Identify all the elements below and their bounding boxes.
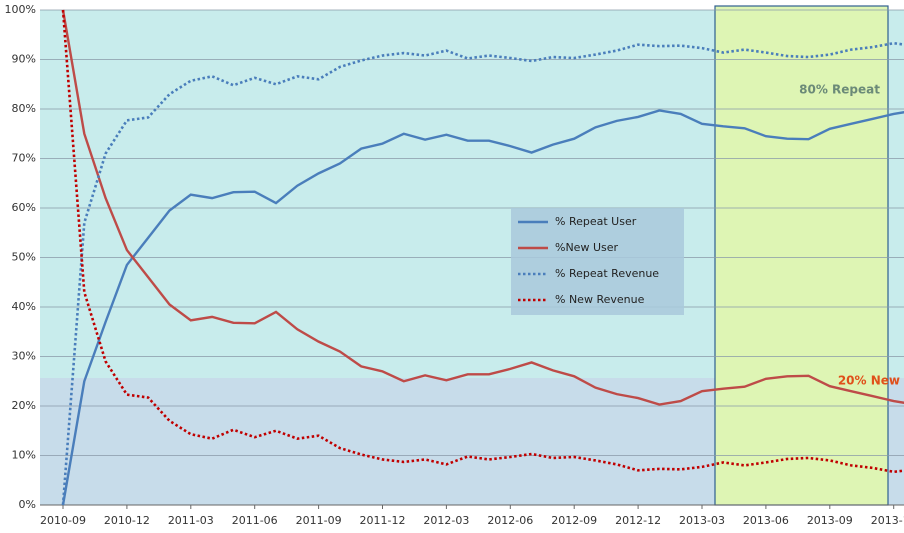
legend-label: %New User <box>555 241 618 254</box>
legend-label: % Repeat User <box>555 215 637 228</box>
x-tick-label: 2011-09 <box>296 514 342 527</box>
series-line <box>61 9 904 474</box>
annotation: 80% Repeat <box>799 83 880 97</box>
x-tick-label: 2010-12 <box>104 514 150 527</box>
y-tick-label: 10% <box>12 449 36 462</box>
y-tick-label: 20% <box>12 399 36 412</box>
x-tick-label: 2013-12 <box>871 514 904 527</box>
highlight-region <box>714 5 889 506</box>
y-tick-label: 40% <box>12 300 36 313</box>
y-tick-label: 0% <box>19 498 36 511</box>
legend-box <box>511 208 684 315</box>
y-tick-label: 50% <box>12 251 36 264</box>
series-line <box>61 9 904 406</box>
y-tick-label: 80% <box>12 102 36 115</box>
x-tick-label: 2011-03 <box>168 514 214 527</box>
annotation: 20% New <box>838 374 900 388</box>
series-line <box>61 41 904 506</box>
x-tick-label: 2010-09 <box>40 514 86 527</box>
x-tick-label: 2012-09 <box>551 514 597 527</box>
y-tick-label: 100% <box>5 3 36 16</box>
x-tick-label: 2011-12 <box>360 514 406 527</box>
x-tick-label: 2012-12 <box>615 514 661 527</box>
legend-label: % Repeat Revenue <box>555 267 659 280</box>
legend-label: % New Revenue <box>555 293 645 306</box>
series-line <box>61 109 904 506</box>
x-tick-label: 2012-03 <box>423 514 469 527</box>
x-tick-label: 2011-06 <box>232 514 278 527</box>
x-tick-label: 2013-09 <box>807 514 853 527</box>
x-tick-label: 2013-03 <box>679 514 725 527</box>
y-tick-label: 70% <box>12 152 36 165</box>
y-tick-label: 60% <box>12 201 36 214</box>
x-tick-label: 2012-06 <box>487 514 533 527</box>
y-tick-label: 90% <box>12 53 36 66</box>
x-tick-label: 2013-06 <box>743 514 789 527</box>
y-tick-label: 30% <box>12 350 36 363</box>
